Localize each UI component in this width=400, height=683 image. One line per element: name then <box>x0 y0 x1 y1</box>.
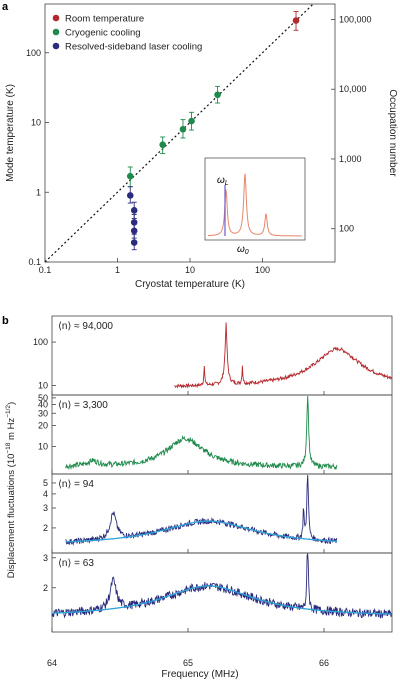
x-tick-label: 100 <box>255 265 270 275</box>
legend-label: Cryogenic cooling <box>65 28 141 39</box>
spectrum-subpanel: 10 100 ⟨n⟩ ≈ 94,000 <box>33 315 393 396</box>
y-tick-label: 100 <box>33 337 48 347</box>
inset-spectrum-curve <box>207 173 302 237</box>
y2-tick-label: 10,000 <box>339 84 367 94</box>
spectrum-subpanel: 2 3 ⟨n⟩ = 63 <box>43 552 393 633</box>
data-point <box>159 141 166 149</box>
x-tick-label: 65 <box>183 658 193 668</box>
x-tick-label: 66 <box>319 658 329 668</box>
y-tick-label: 100 <box>26 48 41 58</box>
data-point <box>188 117 195 125</box>
y-tick-label: 50 <box>38 393 48 403</box>
legend-marker <box>52 14 60 22</box>
y2-tick-label: 1,000 <box>339 154 362 164</box>
x-tick-label: 10 <box>185 265 195 275</box>
data-point <box>130 227 138 235</box>
y-tick-label: 0.1 <box>28 257 41 267</box>
y-tick-label: 20 <box>38 420 48 430</box>
panel-a-ylabel: Mode temperature (K) <box>5 84 16 182</box>
y2-tick-label: 100,000 <box>339 14 372 24</box>
y-tick-label: 2 <box>43 523 48 533</box>
subpanel-label: ⟨n⟩ = 94 <box>58 479 94 490</box>
legend-marker <box>52 28 60 36</box>
panel-a-chart: 0.1 1 10 1000.1110100100,00010,0001,000100 … <box>26 3 372 275</box>
spectrum-trace <box>65 395 338 471</box>
panel-b-xlabel: Frequency (MHz) <box>161 669 238 680</box>
x-tick-label: 0.1 <box>39 265 52 275</box>
spectrum-trace <box>51 552 392 619</box>
spectrum-subpanel: 2 3 45 ⟨n⟩ = 94 <box>43 473 393 554</box>
y-tick-label: 10 <box>38 380 48 390</box>
data-point <box>179 125 187 133</box>
legend-label: Room temperature <box>65 14 144 25</box>
data-point <box>126 192 134 199</box>
fit-curve <box>51 585 392 615</box>
x-tick-label: 64 <box>47 658 57 668</box>
y-tick-label: 5 <box>43 478 48 488</box>
data-point <box>130 207 138 214</box>
data-point <box>126 172 134 180</box>
y-tick-label: 40 <box>38 400 48 410</box>
inset-laser-label: ωL <box>217 175 229 187</box>
subpanel-frame <box>51 473 393 554</box>
panel-a-label: a <box>2 1 9 13</box>
y-tick-label: 1 <box>36 187 41 197</box>
y-tick-label: 4 <box>43 489 48 499</box>
inset-frame <box>204 157 306 241</box>
y-tick-label: 10 <box>31 118 41 128</box>
spectrum-trace <box>65 474 338 546</box>
reference-diagonal-line <box>44 3 314 263</box>
y-tick-label: 2 <box>43 583 48 593</box>
x-tick-label: 1 <box>115 265 120 275</box>
subpanel-label: ⟨n⟩ = 63 <box>58 558 94 569</box>
subpanel-frame <box>51 552 393 633</box>
y2-tick-label: 100 <box>339 224 354 234</box>
data-point <box>130 239 138 246</box>
y-tick-label: 3 <box>43 503 48 513</box>
legend-label: Resolved-sideband laser cooling <box>65 42 202 53</box>
legend-marker <box>52 42 60 50</box>
inset-mode-label: ω0 <box>237 244 249 256</box>
data-point <box>214 91 221 99</box>
y-tick-label: 30 <box>38 408 48 418</box>
inset-spectrum: ωL ω0 <box>204 157 306 256</box>
data-point <box>292 17 300 24</box>
panel-b-label: b <box>2 315 9 327</box>
panel-a-y2label: Occupation number <box>387 89 398 177</box>
panel-b-ylabel: Displacement fluctuations (10−18 m Hz−1/… <box>5 402 17 578</box>
subpanel-label: ⟨n⟩ ≈ 94,000 <box>58 321 113 332</box>
data-point <box>130 219 138 226</box>
subpanel-label: ⟨n⟩ = 3,300 <box>58 400 108 411</box>
panel-a-xlabel: Cryostat temperature (K) <box>135 279 245 290</box>
y-tick-label: 10 <box>38 441 48 451</box>
spectrum-trace <box>174 322 392 389</box>
y-tick-label: 3 <box>43 553 48 563</box>
fit-curve <box>65 520 338 543</box>
